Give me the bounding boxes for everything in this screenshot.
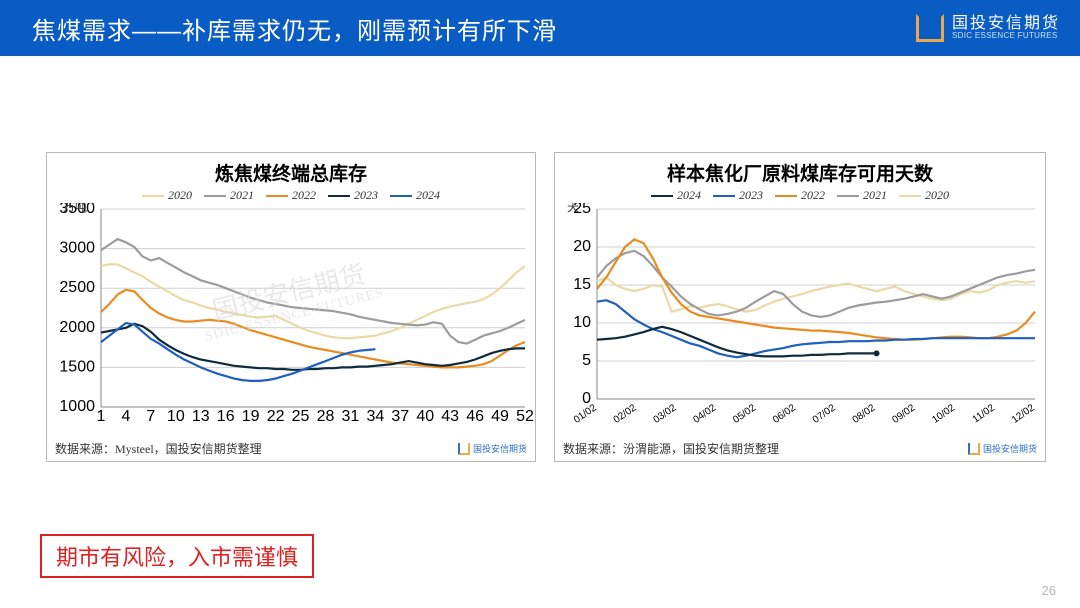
- svg-text:04/02: 04/02: [691, 402, 718, 426]
- svg-text:02/02: 02/02: [612, 402, 639, 426]
- svg-text:03/02: 03/02: [652, 402, 679, 426]
- svg-text:7: 7: [146, 408, 155, 425]
- svg-text:37: 37: [391, 408, 409, 425]
- svg-text:1: 1: [97, 408, 106, 425]
- svg-text:天: 天: [567, 203, 579, 214]
- svg-text:43: 43: [441, 408, 459, 425]
- chart-left-title: 炼焦煤终端总库存: [47, 153, 535, 186]
- chart-left: 炼焦煤终端总库存 20202021202220232024 国投安信期货 SDI…: [46, 152, 536, 462]
- chart-right-legend: 20242023202220212020: [555, 186, 1045, 203]
- svg-text:12/02: 12/02: [1010, 402, 1037, 426]
- svg-text:2000: 2000: [59, 319, 95, 336]
- svg-text:11/02: 11/02: [971, 402, 998, 425]
- page-number: 26: [1042, 583, 1056, 598]
- svg-text:40: 40: [416, 408, 434, 425]
- svg-text:06/02: 06/02: [771, 402, 798, 426]
- svg-text:52: 52: [516, 408, 534, 425]
- chart-right-mini-logo: 国投安信期货: [968, 442, 1037, 455]
- chart-left-plot: 1000150020002500300035001471013161922252…: [47, 203, 535, 433]
- chart-right-plot: 051015202501/0202/0203/0204/0205/0206/02…: [555, 203, 1045, 433]
- slide-header: 焦煤需求——补库需求仍无，刚需预计有所下滑 国投安信期货 SDIC ESSENC…: [0, 0, 1080, 56]
- content-area: 炼焦煤终端总库存 20202021202220232024 国投安信期货 SDI…: [0, 56, 1080, 462]
- brand-logo-icon: [916, 14, 944, 42]
- svg-text:25: 25: [292, 408, 310, 425]
- svg-text:49: 49: [491, 408, 509, 425]
- svg-text:万吨: 万吨: [63, 203, 87, 214]
- svg-text:08/02: 08/02: [851, 402, 878, 426]
- svg-text:1000: 1000: [59, 398, 95, 415]
- chart-right-title: 样本焦化厂原料煤库存可用天数: [555, 153, 1045, 186]
- svg-text:10/02: 10/02: [930, 402, 957, 426]
- svg-text:5: 5: [582, 352, 591, 369]
- svg-text:15: 15: [573, 276, 591, 293]
- svg-text:2500: 2500: [59, 279, 95, 296]
- chart-left-mini-logo: 国投安信期货: [458, 442, 527, 455]
- svg-text:10: 10: [167, 408, 185, 425]
- brand-name-en: SDIC ESSENCE FUTURES: [952, 32, 1060, 40]
- svg-text:28: 28: [317, 408, 335, 425]
- svg-text:1500: 1500: [59, 358, 95, 375]
- svg-text:19: 19: [242, 408, 260, 425]
- svg-text:46: 46: [466, 408, 484, 425]
- svg-text:05/02: 05/02: [731, 402, 758, 426]
- svg-text:22: 22: [267, 408, 285, 425]
- risk-warning: 期市有风险，入市需谨慎: [40, 534, 314, 578]
- chart-right-source: 数据来源：汾渭能源，国投安信期货整理: [563, 440, 779, 457]
- brand-logo: 国投安信期货 SDIC ESSENCE FUTURES: [916, 14, 1060, 42]
- svg-text:07/02: 07/02: [811, 402, 838, 426]
- svg-text:4: 4: [121, 408, 130, 425]
- chart-left-legend: 20202021202220232024: [47, 186, 535, 203]
- svg-text:34: 34: [366, 408, 384, 425]
- svg-text:31: 31: [342, 408, 360, 425]
- svg-text:3000: 3000: [59, 240, 95, 257]
- svg-text:09/02: 09/02: [890, 402, 917, 426]
- chart-right: 样本焦化厂原料煤库存可用天数 20242023202220212020 0510…: [554, 152, 1046, 462]
- slide-title: 焦煤需求——补库需求仍无，刚需预计有所下滑: [32, 11, 557, 46]
- svg-text:10: 10: [573, 314, 591, 331]
- brand-name-cn: 国投安信期货: [952, 16, 1060, 32]
- svg-text:13: 13: [192, 408, 210, 425]
- chart-left-source: 数据来源：Mysteel，国投安信期货整理: [55, 440, 262, 457]
- svg-text:20: 20: [573, 238, 591, 255]
- svg-text:16: 16: [217, 408, 235, 425]
